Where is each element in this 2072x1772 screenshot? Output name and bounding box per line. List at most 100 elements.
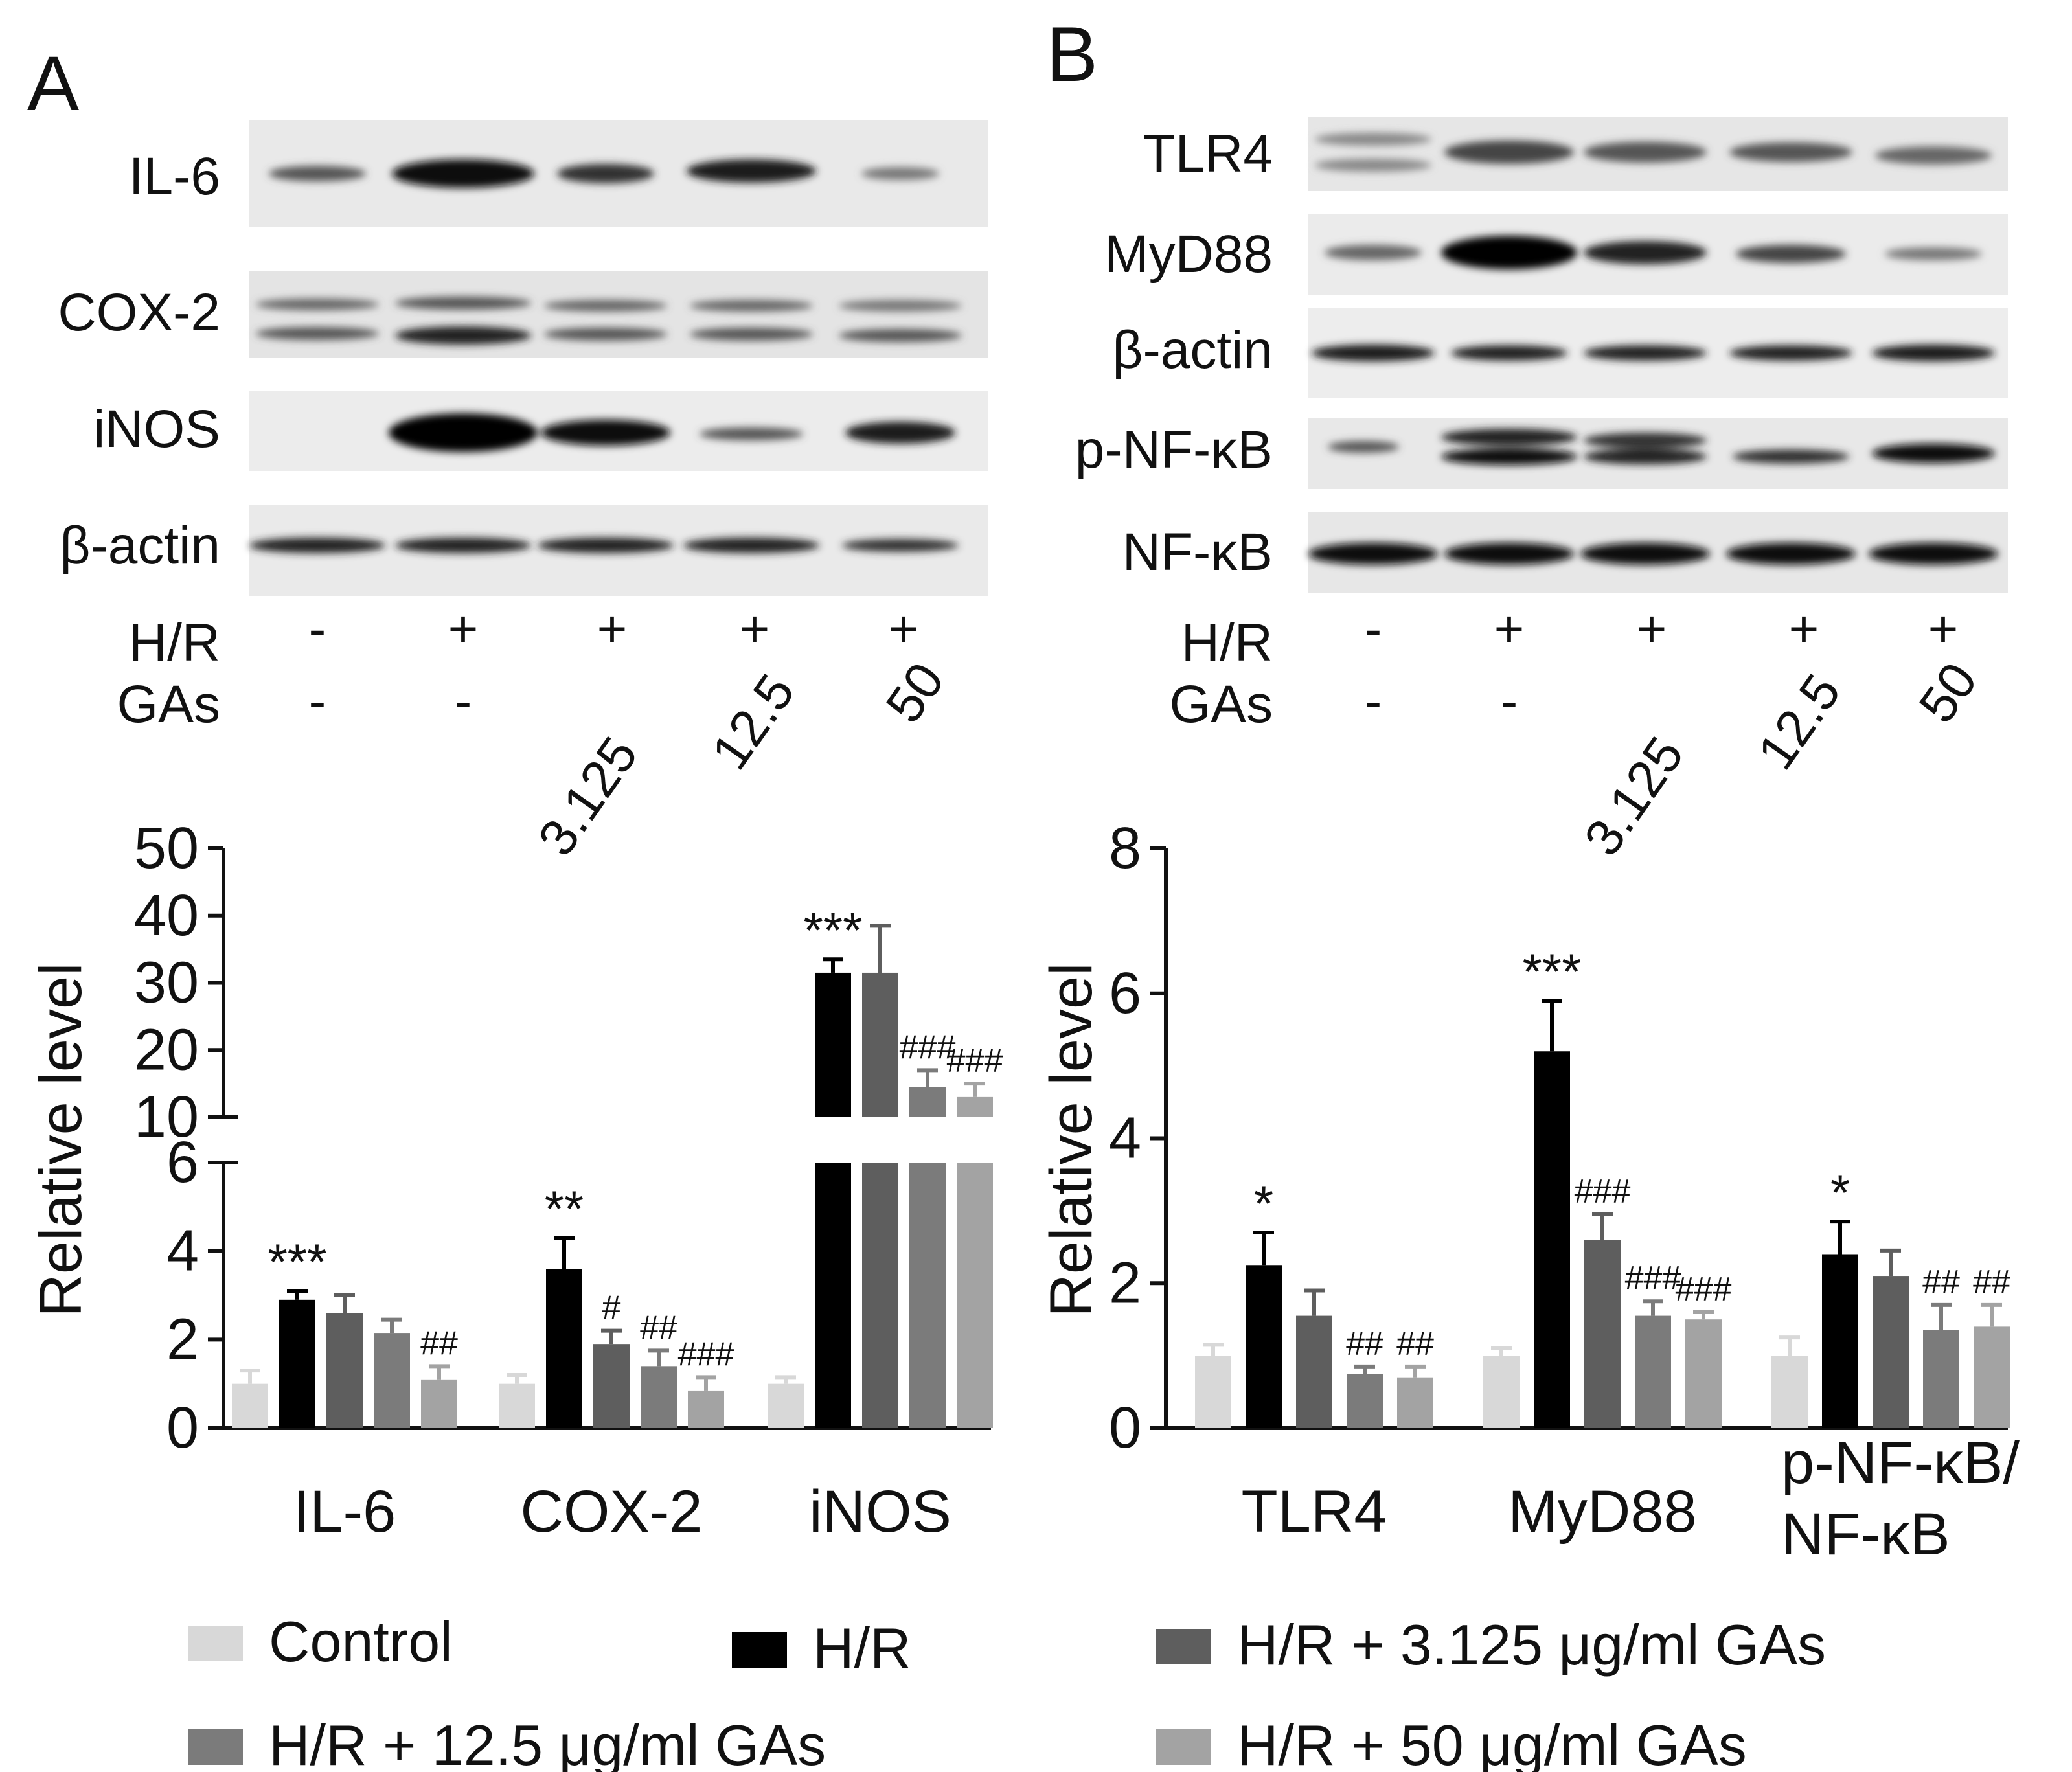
band (1315, 133, 1431, 146)
y-tick-label: 30 (134, 951, 199, 1016)
condition-label-hr: H/R (1181, 613, 1273, 672)
y-tick-label: 4 (1109, 1106, 1141, 1171)
band (683, 538, 819, 553)
band (395, 326, 531, 345)
condition-value: 12.5 (700, 664, 805, 780)
bar (1822, 1254, 1858, 1428)
condition-value: - (1365, 600, 1382, 657)
significance-label: *** (1522, 943, 1581, 1000)
condition-value: + (1789, 600, 1819, 657)
band (256, 299, 379, 310)
y-tick-label: 2 (166, 1307, 199, 1372)
band (861, 167, 939, 180)
band (538, 538, 674, 553)
y-tick-label: 40 (134, 883, 199, 948)
significance-label: ### (900, 1028, 956, 1066)
bar (1296, 1315, 1332, 1428)
band (1584, 241, 1707, 264)
bar (1685, 1319, 1722, 1428)
blot-b-label: β-actin (1112, 321, 1273, 380)
significance-label: ### (1575, 1173, 1631, 1210)
x-category-label: IL-6 (293, 1479, 396, 1545)
significance-label: ## (1973, 1264, 2010, 1301)
y-tick-label: 8 (1109, 816, 1141, 881)
bar (909, 1087, 946, 1117)
bar (279, 1299, 315, 1428)
band (1451, 345, 1567, 361)
blot-b-label: NF-κB (1122, 523, 1273, 582)
bar (909, 1163, 946, 1428)
y-tick-label: 50 (134, 816, 199, 881)
bar (1584, 1240, 1621, 1428)
significance-label: ## (1346, 1325, 1383, 1363)
significance-label: ### (947, 1042, 1003, 1080)
band (1584, 142, 1707, 163)
blot-a: IL-6 COX-2 iNOS β-actin (58, 120, 988, 596)
bar (957, 1096, 993, 1117)
condition-value: - (455, 672, 472, 730)
band (1444, 141, 1574, 164)
band (687, 159, 816, 183)
band (1736, 245, 1846, 263)
legend-swatch (732, 1632, 787, 1668)
condition-value: + (740, 600, 770, 657)
blot-a-label: IL-6 (129, 147, 220, 206)
legend-label: H/R + 3.125 μg/ml GAs (1237, 1613, 1826, 1677)
band (1872, 345, 1995, 361)
bar (1923, 1330, 1959, 1428)
bar (957, 1163, 993, 1428)
legend-swatch (1156, 1729, 1211, 1765)
band (1315, 159, 1431, 172)
x-category-label: COX-2 (520, 1479, 702, 1545)
panel-b-letter: B (1046, 11, 1098, 98)
legend-swatch (188, 1626, 243, 1661)
significance-label: *** (268, 1233, 326, 1290)
bar (1195, 1356, 1231, 1428)
y-tick-label: 10 (134, 1085, 199, 1150)
condition-value: 3.125 (1573, 727, 1695, 866)
bar (641, 1366, 677, 1428)
significance-label: ### (1676, 1271, 1732, 1308)
blot-a-label: iNOS (93, 400, 220, 459)
bar (374, 1333, 410, 1428)
band (395, 538, 531, 553)
x-category-label: MyD88 (1508, 1479, 1696, 1545)
blot-a-conditions: H/R GAs - + + + + - - 3.125 12.5 50 (117, 600, 955, 866)
bar (1483, 1356, 1520, 1428)
condition-value: + (448, 600, 479, 657)
x-category-label: iNOS (809, 1479, 951, 1545)
band (842, 539, 959, 552)
bar (862, 972, 898, 1117)
condition-value: 3.125 (527, 727, 649, 866)
condition-value: - (309, 672, 326, 730)
significance-label: ## (640, 1309, 677, 1346)
y-tick-label: 2 (1109, 1251, 1141, 1315)
band (1729, 345, 1852, 361)
blot-b-label: TLR4 (1143, 124, 1273, 183)
legend-label: H/R + 50 μg/ml GAs (1237, 1713, 1747, 1772)
band (1584, 345, 1707, 361)
y-tick-label: 4 (166, 1219, 199, 1284)
condition-label-hr: H/R (129, 613, 220, 672)
significance-label: ### (1625, 1260, 1681, 1297)
bar (815, 1163, 851, 1428)
significance-label: *** (803, 902, 862, 959)
band (700, 427, 803, 440)
band (544, 328, 667, 341)
band (557, 164, 654, 183)
bar (1635, 1315, 1671, 1428)
y-axis-title: Relative level (28, 962, 94, 1317)
band (1584, 449, 1707, 464)
band (269, 166, 366, 181)
band (1441, 429, 1577, 446)
bar (1246, 1265, 1282, 1428)
bar (862, 1163, 898, 1428)
band (544, 300, 667, 312)
condition-value: 12.5 (1746, 664, 1851, 780)
bar (421, 1379, 457, 1428)
bar (1347, 1374, 1383, 1428)
x-category-label: TLR4 (1242, 1479, 1387, 1545)
condition-value: - (1501, 672, 1518, 730)
